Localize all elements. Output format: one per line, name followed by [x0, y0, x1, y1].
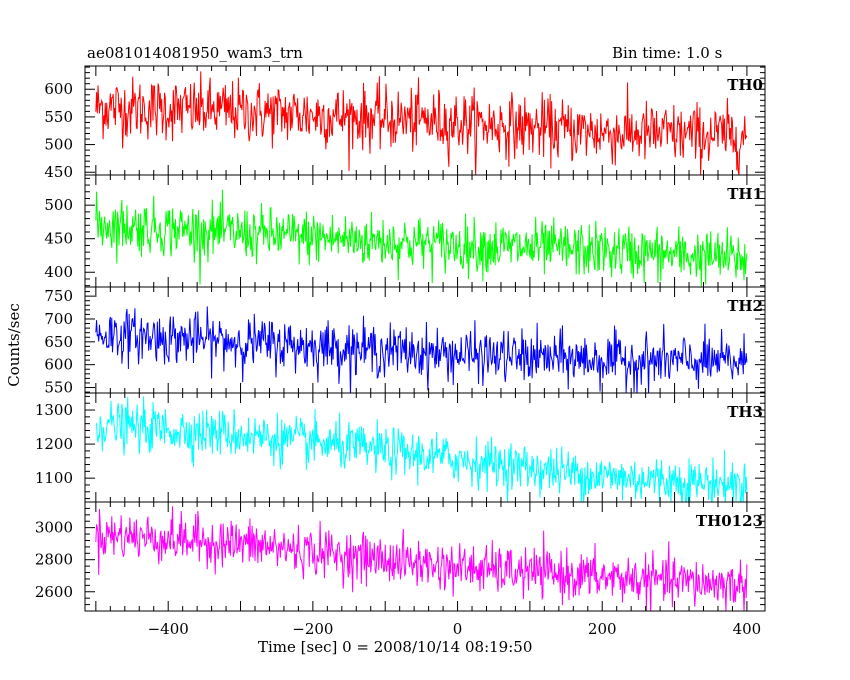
- bin-time-label: Bin time: 1.0 s: [612, 44, 723, 62]
- y-tick-label: 1100: [35, 469, 73, 487]
- series-line-th0: [95, 71, 748, 175]
- panel-label-th2: TH2: [727, 297, 763, 315]
- y-axis-label: Counts/sec: [5, 303, 23, 387]
- panel-label-th0: TH0: [727, 76, 763, 94]
- panel-frame: [84, 501, 766, 612]
- x-tick-label: 0: [453, 620, 463, 638]
- y-tick-label: 500: [44, 196, 73, 214]
- y-tick-label: 2800: [35, 551, 73, 569]
- x-tick-label: 200: [588, 620, 617, 638]
- y-tick-label: 550: [44, 379, 73, 397]
- panel-label-th3: TH3: [727, 403, 763, 421]
- x-axis-label: Time [sec] 0 = 2008/10/14 08:19:50: [258, 638, 533, 656]
- y-tick-label: 550: [44, 108, 73, 126]
- y-tick-label: 450: [44, 230, 73, 248]
- y-tick-label: 600: [44, 356, 73, 374]
- series-line-th3: [95, 396, 748, 502]
- y-tick-label: 600: [44, 80, 73, 98]
- series-line-th1: [95, 189, 748, 287]
- series-line-th0123: [95, 506, 748, 611]
- chart-title: ae081014081950_wam3_trn: [87, 44, 303, 62]
- panel-label-th1: TH1: [727, 185, 763, 203]
- y-tick-label: 1300: [35, 401, 73, 419]
- panel-frame: [84, 392, 766, 503]
- y-tick-label: 750: [44, 287, 73, 305]
- y-tick-label: 500: [44, 136, 73, 154]
- x-tick-label: −400: [148, 620, 189, 638]
- y-tick-label: 1200: [35, 435, 73, 453]
- y-tick-label: 400: [44, 263, 73, 281]
- x-tick-label: −200: [292, 620, 333, 638]
- y-tick-label: 3000: [35, 519, 73, 537]
- y-tick-label: 450: [44, 163, 73, 181]
- y-tick-label: 700: [44, 310, 73, 328]
- panel-label-th0123: TH0123: [696, 512, 763, 530]
- series-line-th2: [95, 306, 748, 393]
- y-tick-label: 2600: [35, 583, 73, 601]
- y-tick-label: 650: [44, 333, 73, 351]
- x-tick-label: 400: [733, 620, 762, 638]
